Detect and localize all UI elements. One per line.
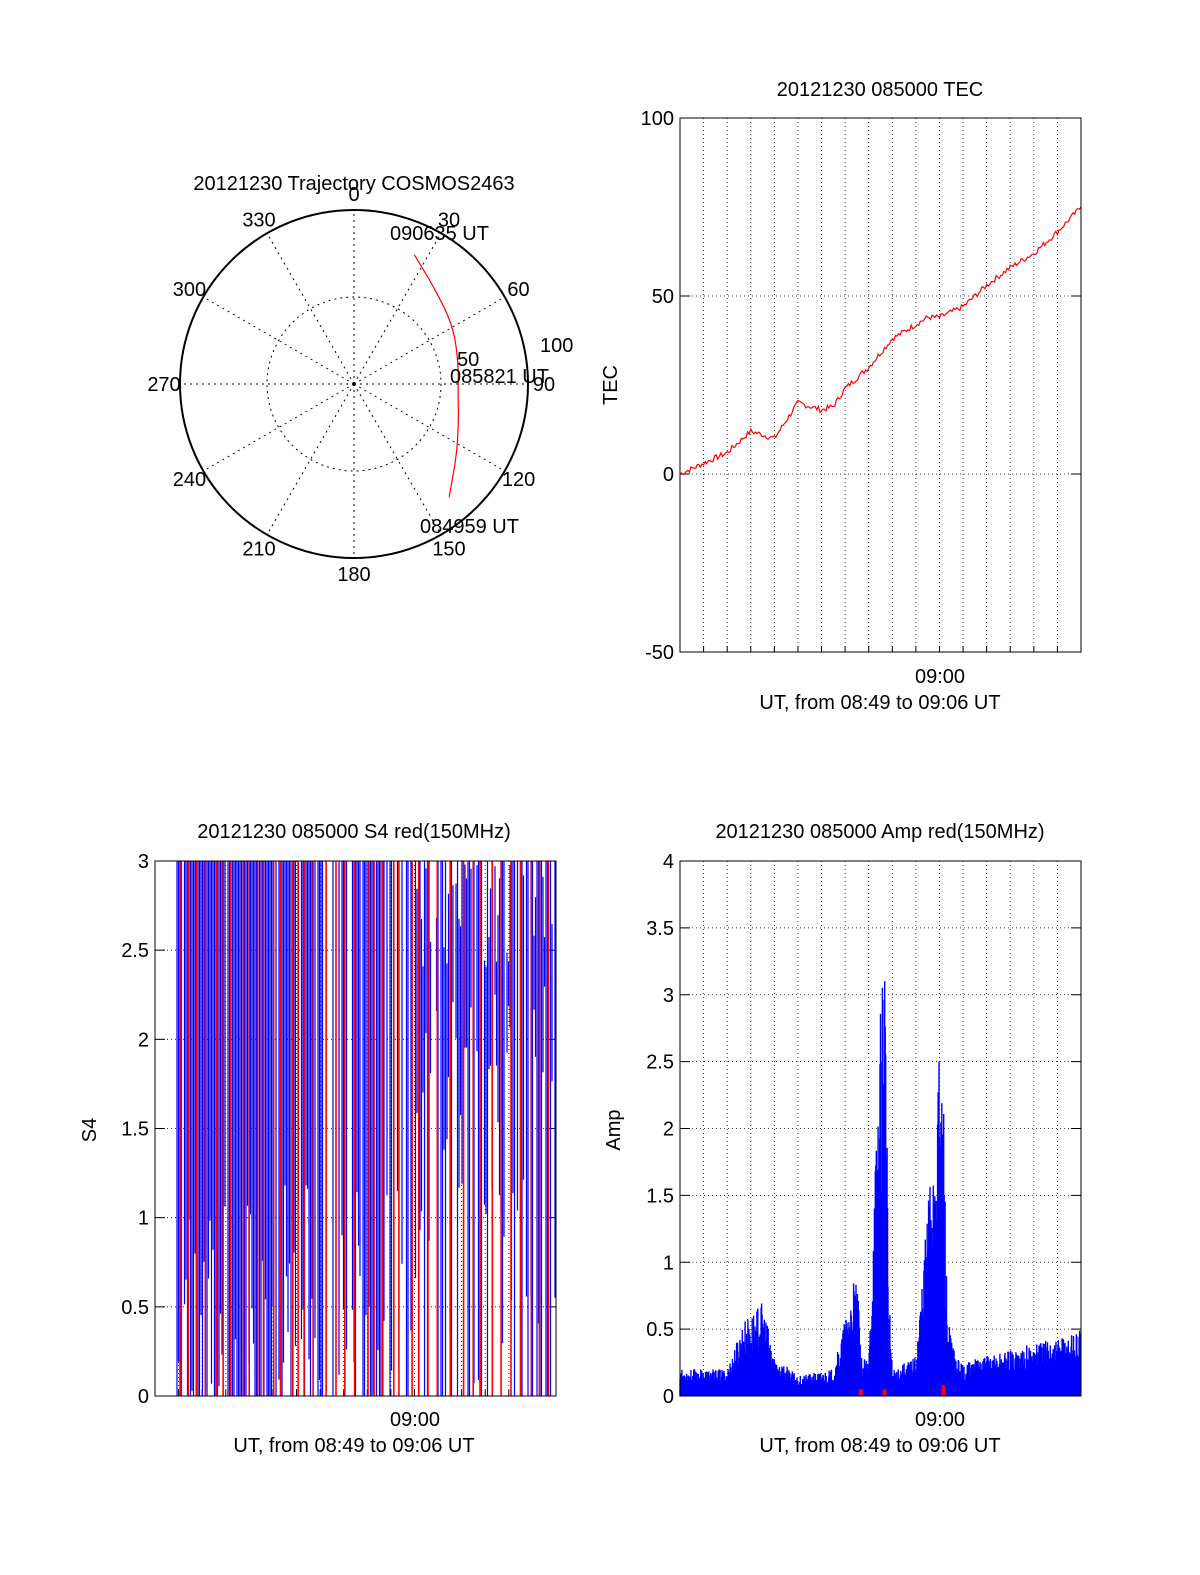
polar-radial-labels: 50 100	[457, 335, 573, 371]
polar-azimuth-labels: 0 30 60 90 120 150 180 210 240 270 300 330	[147, 184, 555, 586]
s4-ylabel: S4	[79, 1118, 101, 1142]
azimuth-label: 210	[242, 539, 275, 561]
amp-ylabel: Amp	[603, 1109, 625, 1150]
y-tick-label: 1	[138, 1208, 149, 1230]
polar-spoke	[353, 296, 505, 385]
s4-chart: 20121230 085000 S4 red(150MHz) 0 0.5 1 1.5 2…	[79, 821, 557, 1457]
y-tick-label: 50	[652, 286, 674, 308]
y-tick-label: 2.5	[646, 1052, 674, 1074]
y-tick-label: 0	[663, 464, 674, 486]
azimuth-label: 300	[173, 279, 206, 301]
satellite-track	[413, 254, 459, 498]
azimuth-label: 270	[147, 374, 180, 396]
y-tick-label: 2	[138, 1029, 149, 1051]
radial-label-outer: 100	[540, 335, 573, 357]
amp-red-marker	[882, 1389, 887, 1396]
radial-label-inner: 50	[457, 349, 479, 371]
polar-spoke	[353, 233, 442, 385]
s4-xtick-label: 09:00	[390, 1409, 440, 1431]
tec-title: 20121230 085000 TEC	[777, 79, 983, 101]
y-tick-label: 0	[663, 1386, 674, 1408]
y-tick-label: 1	[663, 1252, 674, 1274]
amp-frame	[679, 860, 1082, 1397]
tec-frame	[679, 117, 1082, 653]
polar-spoke	[353, 383, 442, 535]
azimuth-label: 150	[432, 539, 465, 561]
polar-spoke	[353, 383, 505, 472]
y-tick-label: 1.5	[121, 1119, 149, 1141]
track-end-label: 090635 UT	[390, 223, 489, 245]
azimuth-label: 90	[533, 374, 555, 396]
azimuth-label: 120	[502, 469, 535, 491]
polar-inner-ring	[266, 296, 442, 472]
amp-xtick-label: 09:00	[915, 1409, 965, 1431]
y-tick-label: 4	[663, 851, 674, 873]
azimuth-label: 30	[438, 209, 460, 231]
azimuth-label: 60	[507, 279, 529, 301]
y-tick-label: 100	[641, 108, 674, 130]
tec-series-line	[679, 206, 1082, 476]
azimuth-label: 330	[242, 209, 275, 231]
polar-grid	[179, 209, 529, 559]
amp-red-marker	[941, 1385, 946, 1396]
s4-title: 20121230 085000 S4 red(150MHz)	[197, 821, 511, 843]
y-tick-label: 1.5	[646, 1185, 674, 1207]
tec-xlabel: UT, from 08:49 to 09:06 UT	[759, 692, 1000, 714]
polar-spoke	[203, 296, 355, 385]
amp-title: 20121230 085000 Amp red(150MHz)	[715, 821, 1044, 843]
amp-red-marker	[858, 1389, 863, 1396]
polar-title: 20121230 Trajectory COSMOS2463	[193, 173, 514, 195]
tec-chart: 20121230 085000 TEC -50 0 50 100 09:00 UT, …	[600, 79, 1082, 714]
y-tick-label: -50	[645, 642, 674, 664]
amp-series	[679, 981, 1082, 1396]
track-start-label: 084959 UT	[420, 516, 519, 538]
amp-chart: 20121230 085000 Amp red(150MHz) 0 0.5 1 1.5…	[603, 821, 1082, 1457]
y-tick-label: 3.5	[646, 918, 674, 940]
tec-xtick-label: 09:00	[915, 666, 965, 688]
s4-series	[176, 861, 556, 1396]
y-tick-label: 2	[663, 1119, 674, 1141]
y-tick-label: 3	[138, 851, 149, 873]
polar-spoke	[266, 233, 355, 385]
s4-frame	[154, 860, 557, 1397]
azimuth-label: 0	[348, 184, 359, 206]
y-tick-label: 0.5	[121, 1297, 149, 1319]
tec-ylabel: TEC	[600, 365, 622, 405]
tec-ticks: -50 0 50 100	[641, 108, 1081, 664]
y-tick-label: 0.5	[646, 1319, 674, 1341]
s4-ticks: 0 0.5 1 1.5 2 2.5 3	[121, 851, 556, 1408]
y-tick-label: 3	[663, 985, 674, 1007]
polar-spoke	[203, 383, 355, 472]
track-mid-label: 085821 UT	[450, 366, 549, 388]
azimuth-label: 240	[173, 469, 206, 491]
amp-xlabel: UT, from 08:49 to 09:06 UT	[759, 1435, 1000, 1457]
tec-grid	[680, 118, 1081, 652]
y-tick-label: 0	[138, 1386, 149, 1408]
polar-outer-ring	[179, 209, 529, 559]
s4-xlabel: UT, from 08:49 to 09:06 UT	[233, 1435, 474, 1457]
azimuth-label: 180	[337, 564, 370, 586]
amp-ticks: 0 0.5 1 1.5 2 2.5 3 3.5 4	[646, 851, 1081, 1408]
y-tick-label: 2.5	[121, 940, 149, 962]
polar-spoke	[266, 383, 355, 535]
trajectory-polar-plot: 20121230 Trajectory COSMOS2463 0 30 60 90 12…	[147, 173, 573, 586]
